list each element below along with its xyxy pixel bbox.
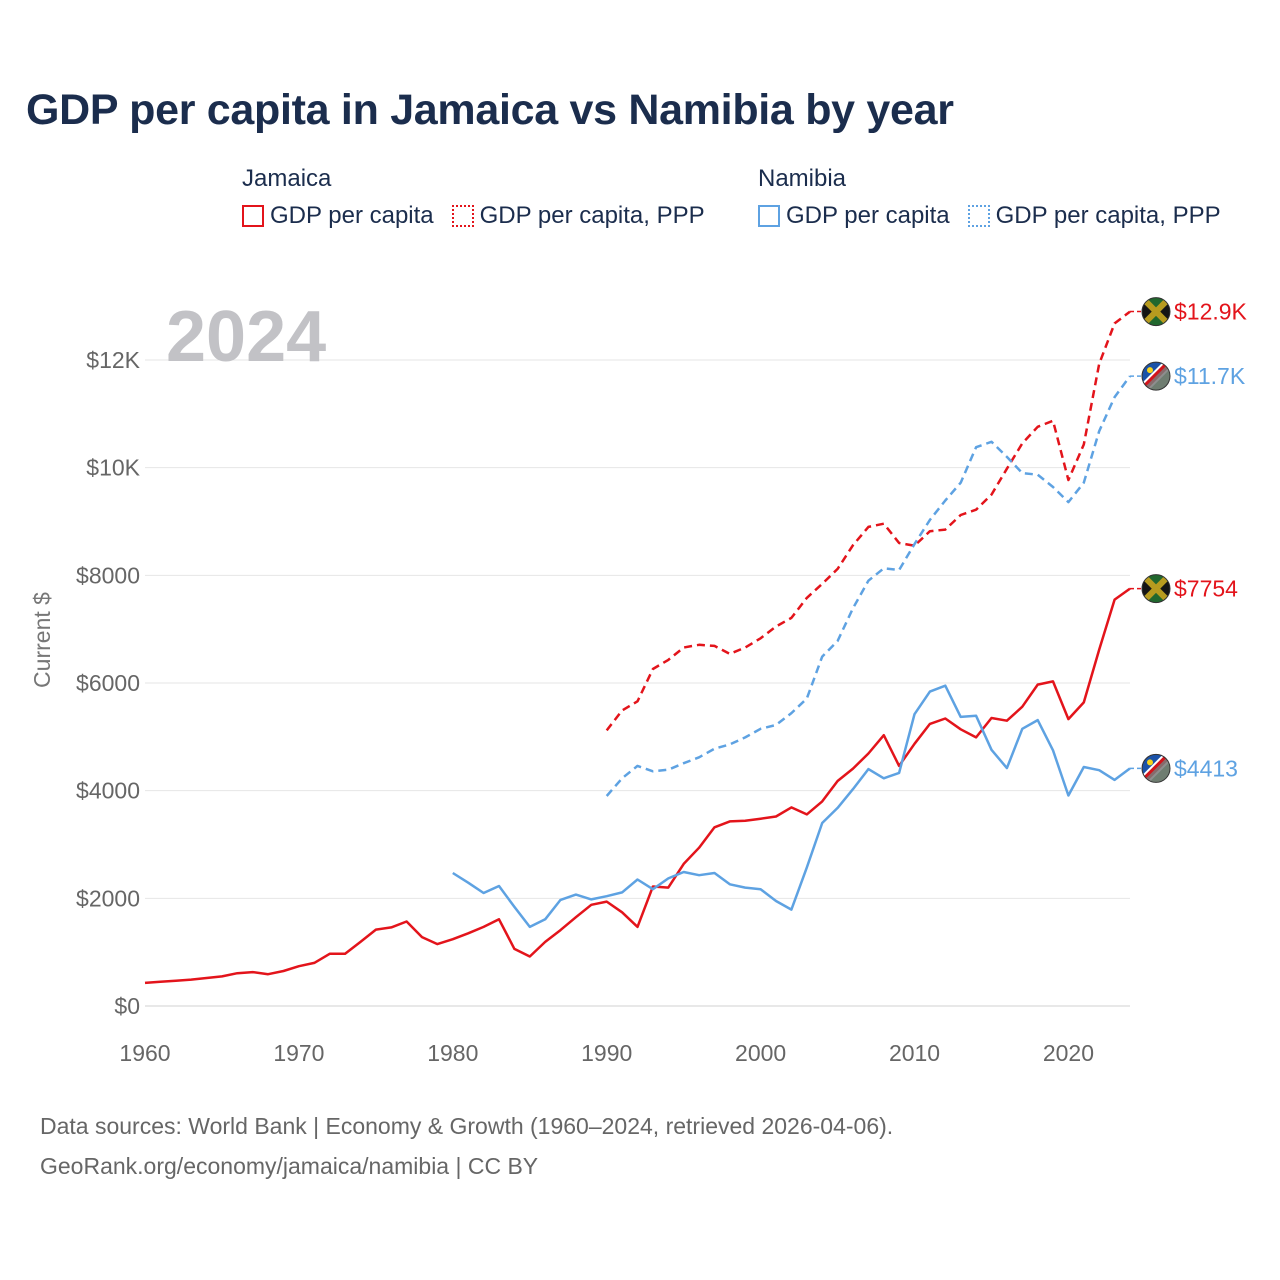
series-line[interactable] bbox=[605, 375, 1132, 797]
legend-swatch bbox=[967, 205, 990, 227]
legend-entry-jamaica-gdp-ppp[interactable]: GDP per capita, PPP bbox=[451, 202, 705, 230]
namibia-flag-icon bbox=[1141, 361, 1171, 391]
jamaica-flag-icon bbox=[1141, 574, 1171, 604]
legend-entry-jamaica-gdp[interactable]: GDP per capita bbox=[242, 202, 434, 230]
data-source-note: Data sources: World Bank | Economy & Gro… bbox=[40, 1113, 894, 1139]
namibia-flag-icon bbox=[1141, 753, 1171, 783]
x-tick-label: 2000 bbox=[735, 1040, 786, 1066]
source-url: GeoRank.org/economy/jamaica/namibia | CC… bbox=[40, 1153, 539, 1179]
jamaica-flag-icon bbox=[1141, 297, 1171, 327]
legend-group-title: Namibia bbox=[758, 165, 847, 192]
footer: Data sources: World Bank | Economy & Gro… bbox=[40, 1106, 893, 1186]
y-tick-label: $6000 bbox=[76, 670, 140, 696]
legend-swatch bbox=[758, 205, 780, 227]
x-tick-label: 2010 bbox=[889, 1040, 940, 1066]
series-line[interactable] bbox=[452, 684, 1131, 929]
y-axis-label: Current $ bbox=[29, 592, 55, 688]
end-value-label: $7754 bbox=[1174, 576, 1238, 602]
y-tick-label: $8000 bbox=[76, 562, 140, 588]
legend-group-jamaica: Jamaica GDP per capita GDP per capita, P… bbox=[242, 162, 705, 230]
chart-title: GDP per capita in Jamaica vs Namibia by … bbox=[26, 86, 954, 134]
legend-label: GDP per capita, PPP bbox=[995, 202, 1221, 229]
legend-label: GDP per capita bbox=[270, 202, 434, 229]
end-value-label: $12.9K bbox=[1174, 299, 1248, 325]
line-chart: 2024 $0 $2000 $4000 $6000 $8000 $10K $12K 1960… bbox=[29, 297, 1248, 1066]
gridlines bbox=[145, 359, 1130, 1007]
end-labels: $7754 $12.9K $4413 $11.7K bbox=[1130, 297, 1248, 783]
legend-entry-namibia-gdp[interactable]: GDP per capita bbox=[758, 202, 950, 230]
y-tick-label: $2000 bbox=[76, 885, 140, 911]
y-tick-label: $4000 bbox=[76, 778, 140, 804]
legend-group-namibia: Namibia GDP per capita GDP per capita, P… bbox=[758, 162, 1221, 230]
legend-group-title: Jamaica bbox=[242, 165, 332, 192]
year-watermark: 2024 bbox=[166, 297, 326, 377]
end-value-label: $4413 bbox=[1174, 755, 1238, 781]
legend-swatch bbox=[242, 205, 264, 227]
y-tick-label: $0 bbox=[114, 993, 140, 1019]
y-axis-ticks: $0 $2000 $4000 $6000 $8000 $10K $12K bbox=[76, 347, 141, 1019]
y-tick-label: $12K bbox=[86, 347, 140, 373]
legend-swatch bbox=[451, 205, 474, 227]
series-line[interactable] bbox=[144, 587, 1131, 985]
x-tick-label: 2020 bbox=[1043, 1040, 1094, 1066]
x-tick-label: 1990 bbox=[581, 1040, 632, 1066]
x-tick-label: 1980 bbox=[427, 1040, 478, 1066]
end-value-label: $11.7K bbox=[1174, 363, 1246, 389]
legend-label: GDP per capita bbox=[786, 202, 950, 229]
series-lines bbox=[144, 310, 1132, 985]
x-axis-ticks: 1960 1970 1980 1990 2000 2010 2020 bbox=[119, 1040, 1094, 1066]
y-tick-label: $10K bbox=[86, 455, 140, 481]
x-tick-label: 1960 bbox=[119, 1040, 170, 1066]
x-tick-label: 1970 bbox=[273, 1040, 324, 1066]
legend-entry-namibia-gdp-ppp[interactable]: GDP per capita, PPP bbox=[967, 202, 1221, 230]
series-line[interactable] bbox=[605, 310, 1131, 732]
legend-label: GDP per capita, PPP bbox=[479, 202, 705, 229]
